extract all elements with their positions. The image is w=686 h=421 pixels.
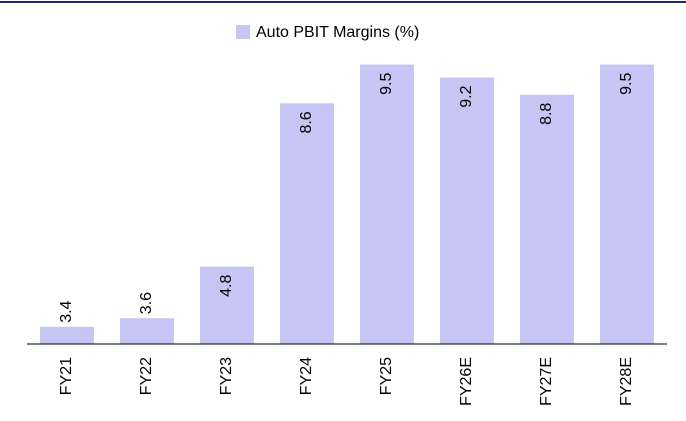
data-label: 3.6 xyxy=(138,292,155,314)
data-label: 9.5 xyxy=(618,73,635,95)
x-tick-label: FY22 xyxy=(138,357,155,395)
bar xyxy=(520,94,574,344)
x-tick-label: FY24 xyxy=(298,357,315,395)
data-label: 9.2 xyxy=(458,85,475,107)
bar xyxy=(120,318,174,344)
x-tick-label: FY23 xyxy=(218,357,235,395)
data-label: 4.8 xyxy=(218,275,235,297)
data-label: 9.5 xyxy=(378,73,395,95)
bar xyxy=(360,64,414,344)
legend-label: Auto PBIT Margins (%) xyxy=(256,24,419,41)
data-label: 8.6 xyxy=(298,111,315,133)
legend-swatch xyxy=(236,25,250,39)
data-label: 8.8 xyxy=(538,103,555,125)
bar xyxy=(200,266,254,344)
bar xyxy=(440,77,494,344)
x-tick-label: FY27E xyxy=(538,357,555,406)
bar xyxy=(40,326,94,344)
x-tick-label: FY28E xyxy=(618,357,635,406)
bar xyxy=(280,103,334,344)
x-tick-label: FY21 xyxy=(58,357,75,395)
x-tick-label: FY26E xyxy=(458,357,475,406)
bar xyxy=(600,64,654,344)
x-tick-label: FY25 xyxy=(378,357,395,395)
data-label: 3.4 xyxy=(58,300,75,322)
